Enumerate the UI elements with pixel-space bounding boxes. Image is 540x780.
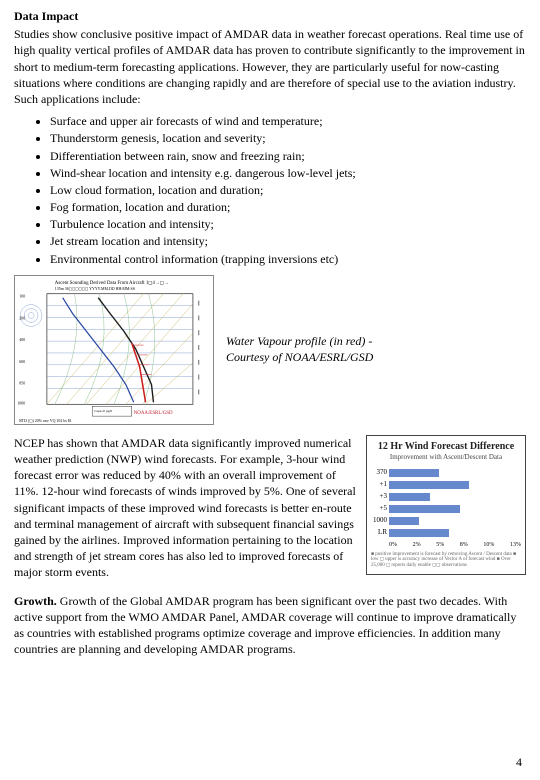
- barchart-subtitle: Improvement with Ascent/Descent Data: [371, 453, 521, 462]
- list-item: Low cloud formation, location and durati…: [50, 182, 526, 198]
- bars-container: 370 +1 +3 +5 1000 LR: [371, 467, 521, 539]
- xtick: 8%: [460, 541, 468, 549]
- svg-text:1000: 1000: [17, 400, 25, 405]
- bar: [389, 481, 469, 489]
- bar: [389, 505, 460, 513]
- list-item: Fog formation, location and duration;: [50, 199, 526, 215]
- growth-label: Growth.: [14, 594, 57, 608]
- list-item: Wind-shear location and intensity e.g. d…: [50, 165, 526, 181]
- bar: [389, 517, 419, 525]
- barchart-xaxis: 0% 2% 5% 8% 10% 13%: [389, 541, 521, 549]
- svg-text:400: 400: [19, 337, 25, 342]
- skewt-footer2: RTD (◻) 20% raw VQ 102 bs $1: [19, 418, 72, 423]
- growth-text: Growth of the Global AMDAR program has b…: [14, 594, 516, 657]
- skewt-sub-label: 135m 36◻◻◻◻◻◻ YYYY.MM.DD HH:MM:SS: [55, 286, 135, 291]
- bar: [389, 529, 449, 537]
- skewt-diagram: Ascent Sounding Derived Data From Aircra…: [14, 275, 214, 425]
- bar: [389, 493, 430, 501]
- xtick: 10%: [483, 541, 494, 549]
- caption-line-2: Courtesy of NOAA/ESRL/GSD: [226, 350, 373, 366]
- list-item: Turbulence location and intensity;: [50, 216, 526, 232]
- list-item: Jet stream location and intensity;: [50, 233, 526, 249]
- figure-1-caption: Water Vapour profile (in red) - Courtesy…: [226, 334, 373, 365]
- xtick: 13%: [510, 541, 521, 549]
- page-number: 4: [516, 754, 522, 770]
- xtick: 5%: [436, 541, 444, 549]
- section-title: Data Impact: [14, 8, 526, 24]
- bar-label: 370: [371, 468, 387, 477]
- list-item: Differentiation between rain, snow and f…: [50, 148, 526, 164]
- caption-line-1: Water Vapour profile (in red) -: [226, 334, 373, 350]
- svg-text:600: 600: [19, 359, 25, 364]
- svg-text:200: 200: [19, 315, 25, 320]
- figure-1-row: Ascent Sounding Derived Data From Aircra…: [14, 275, 526, 425]
- barchart-title: 12 Hr Wind Forecast Difference: [371, 440, 521, 454]
- barchart-footnote: ■ positive improvement is forecast by re…: [371, 552, 521, 569]
- ncep-section: NCEP has shown that AMDAR data significa…: [14, 435, 526, 581]
- ncep-paragraph: NCEP has shown that AMDAR data significa…: [14, 435, 356, 581]
- skewt-footer: NOAA/ESRL/GSD: [134, 411, 173, 416]
- bar-label: +1: [371, 480, 387, 489]
- list-item: Environmental control information (trapp…: [50, 251, 526, 267]
- xtick: 2%: [413, 541, 421, 549]
- bar-label: +5: [371, 504, 387, 513]
- bar: [389, 469, 439, 477]
- svg-text:100: 100: [19, 294, 25, 299]
- wind-forecast-barchart: 12 Hr Wind Forecast Difference Improveme…: [366, 435, 526, 575]
- svg-text:850: 850: [19, 380, 25, 385]
- bar-label: +3: [371, 492, 387, 501]
- xtick: 0%: [389, 541, 397, 549]
- bar-label: LR: [371, 528, 387, 537]
- list-item: Surface and upper air forecasts of wind …: [50, 113, 526, 129]
- growth-paragraph: Growth. Growth of the Global AMDAR progr…: [14, 593, 526, 658]
- bar-label: 1000: [371, 516, 387, 525]
- applications-list: Surface and upper air forecasts of wind …: [50, 113, 526, 267]
- intro-paragraph: Studies show conclusive positive impact …: [14, 26, 526, 107]
- svg-text:Cape=0 µg/0: Cape=0 µg/0: [94, 409, 112, 413]
- list-item: Thunderstorm genesis, location and sever…: [50, 130, 526, 146]
